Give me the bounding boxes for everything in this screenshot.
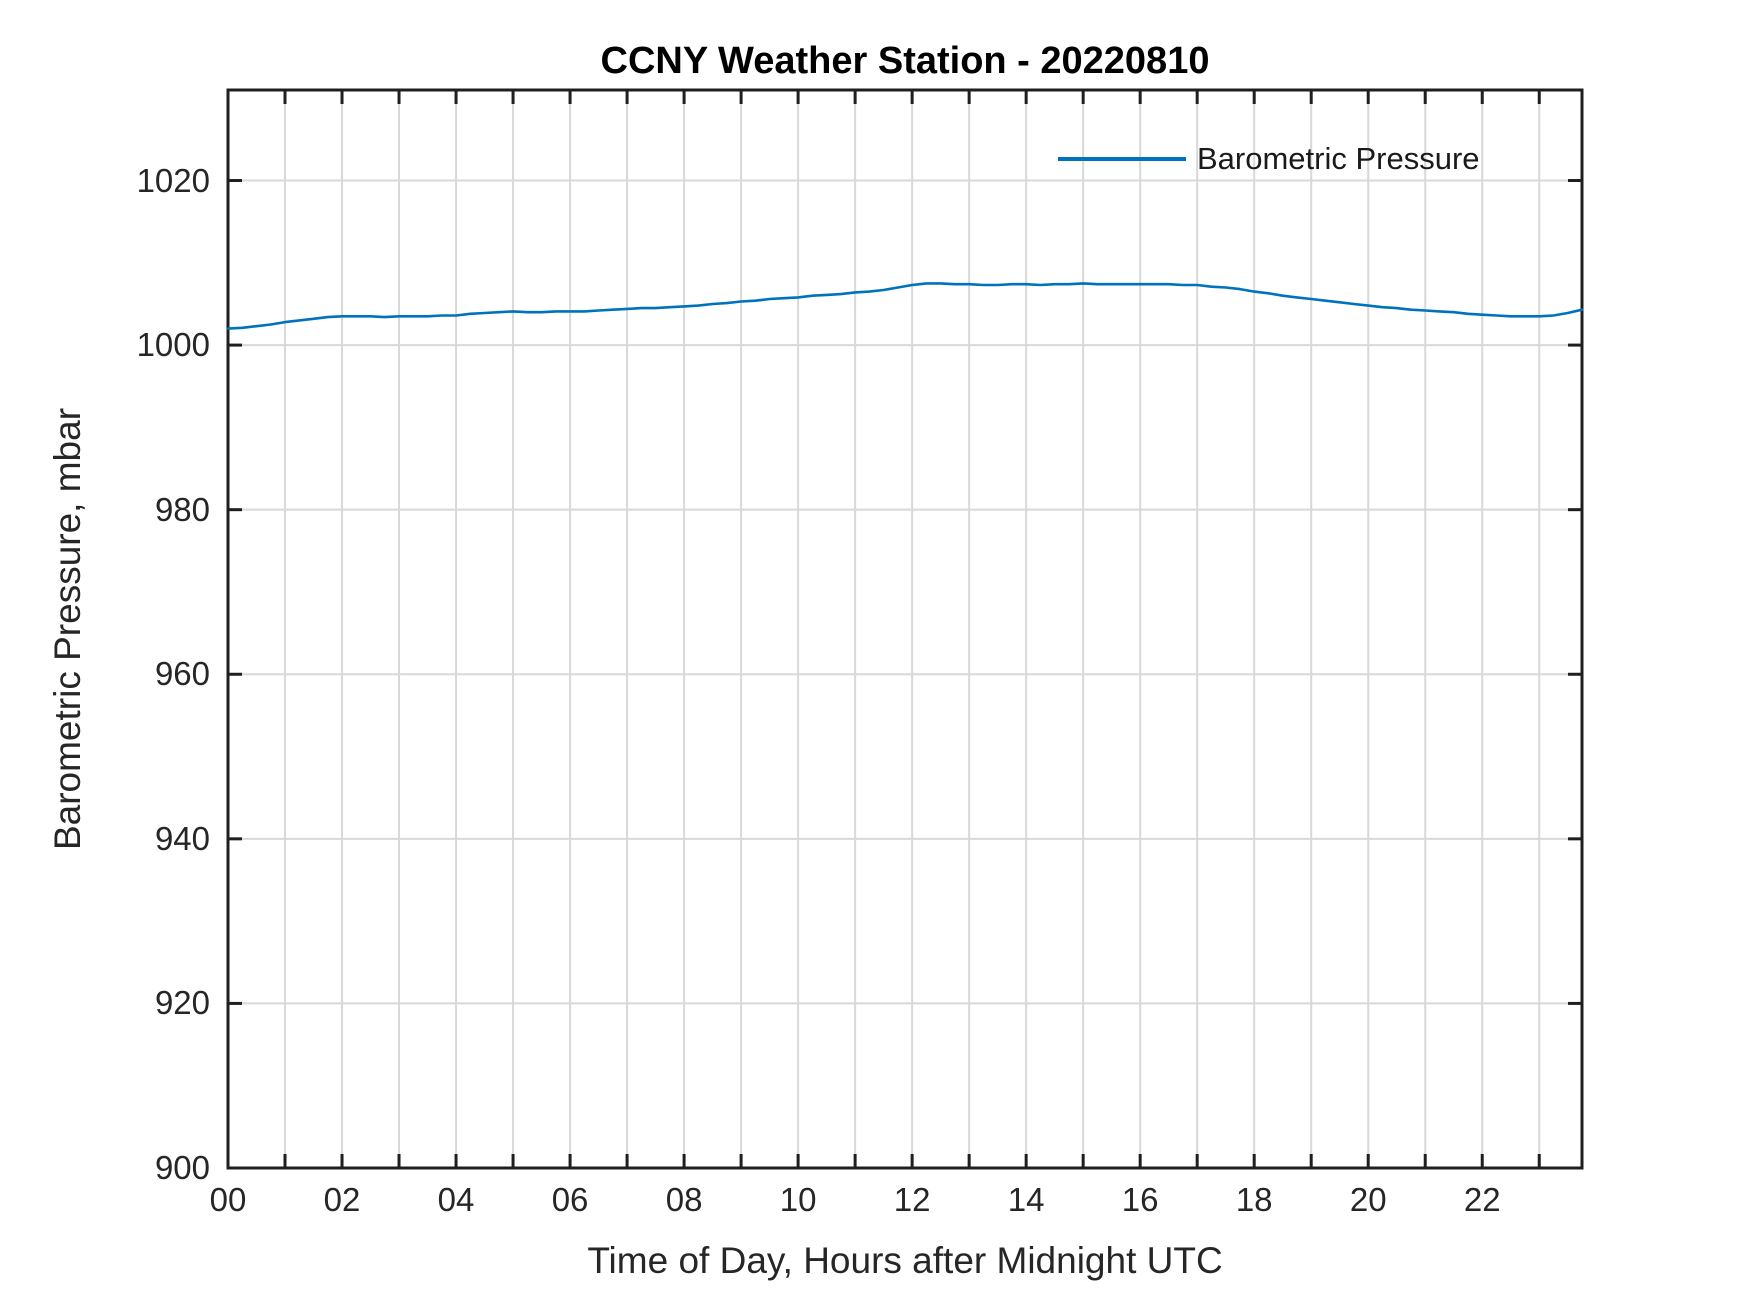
x-tick-label: 04	[437, 1181, 475, 1218]
x-axis-label: Time of Day, Hours after Midnight UTC	[587, 1240, 1223, 1281]
grid-layer	[228, 90, 1582, 1168]
tick-marks-layer	[226, 90, 1582, 1170]
x-tick-label: 20	[1349, 1181, 1387, 1218]
y-tick-label: 900	[154, 1149, 210, 1186]
pressure-line	[226, 282, 1584, 330]
legend: Barometric Pressure	[1058, 141, 1480, 177]
x-tick-label: 14	[1007, 1181, 1045, 1218]
legend-label: Barometric Pressure	[1197, 141, 1480, 176]
y-tick-label: 1000	[136, 326, 210, 364]
y-tick-label: 980	[154, 490, 210, 528]
legend-line-sample	[1058, 157, 1186, 161]
x-tick-label: 00	[209, 1181, 247, 1218]
chart-title: CCNY Weather Station - 20220810	[600, 40, 1210, 82]
y-tick-label: 920	[154, 984, 210, 1022]
x-tick-label: 12	[893, 1181, 931, 1218]
x-tick-label: 10	[779, 1181, 817, 1218]
x-tick-label: 06	[551, 1181, 589, 1218]
x-tick-label: 08	[665, 1181, 703, 1218]
y-tick-label: 960	[154, 655, 210, 693]
x-tick-label: 18	[1235, 1181, 1273, 1218]
y-tick-label: 940	[154, 819, 210, 857]
x-tick-label: 16	[1121, 1181, 1159, 1218]
y-tick-label: 1020	[136, 161, 210, 199]
x-tick-label: 02	[323, 1181, 361, 1218]
x-tick-label: 22	[1463, 1181, 1501, 1218]
axes-box	[226, 88, 1584, 1170]
series-layer	[226, 282, 1584, 330]
